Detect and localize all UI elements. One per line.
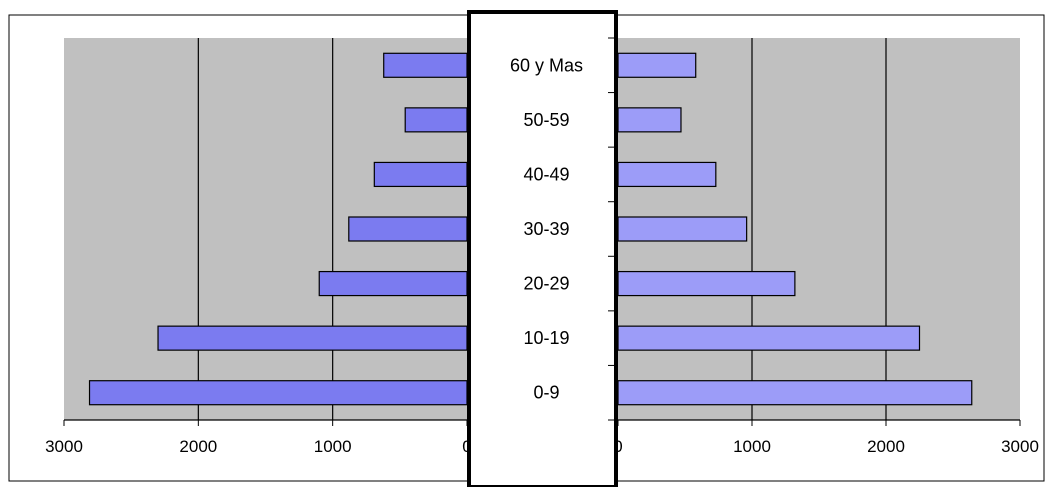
category-label: 60 y Mas [510,55,583,75]
right-axis-tick-label: 2000 [867,437,905,456]
category-label: 10-19 [523,328,569,348]
left-axis-tick-label: 3000 [45,437,83,456]
left-axis-tick-label: 2000 [179,437,217,456]
right-bar [618,108,681,132]
category-label: 20-29 [523,274,569,294]
left-bar [319,272,467,296]
left-bar [90,381,467,405]
right-bar [618,53,696,77]
right-bar [618,381,972,405]
right-bar [618,217,747,241]
right-bar [618,162,716,186]
right-axis-tick-label: 3000 [1001,437,1039,456]
category-label: 0-9 [533,383,559,403]
category-label: 40-49 [523,164,569,184]
category-label: 30-39 [523,219,569,239]
left-bar [405,108,467,132]
category-column-box [469,12,616,487]
right-axis-tick-label: 1000 [733,437,771,456]
left-bar [374,162,467,186]
left-axis-tick-label: 1000 [314,437,352,456]
category-label: 50-59 [523,110,569,130]
right-bar [618,326,920,350]
left-bar [349,217,467,241]
left-bar [158,326,467,350]
left-plot-area: 3000200010000 [45,38,472,456]
category-label-column: 60 y Mas 50-59 40-49 30-39 20-29 10-19 0-9 [469,12,616,487]
right-bar [618,272,795,296]
left-bar [384,53,467,77]
